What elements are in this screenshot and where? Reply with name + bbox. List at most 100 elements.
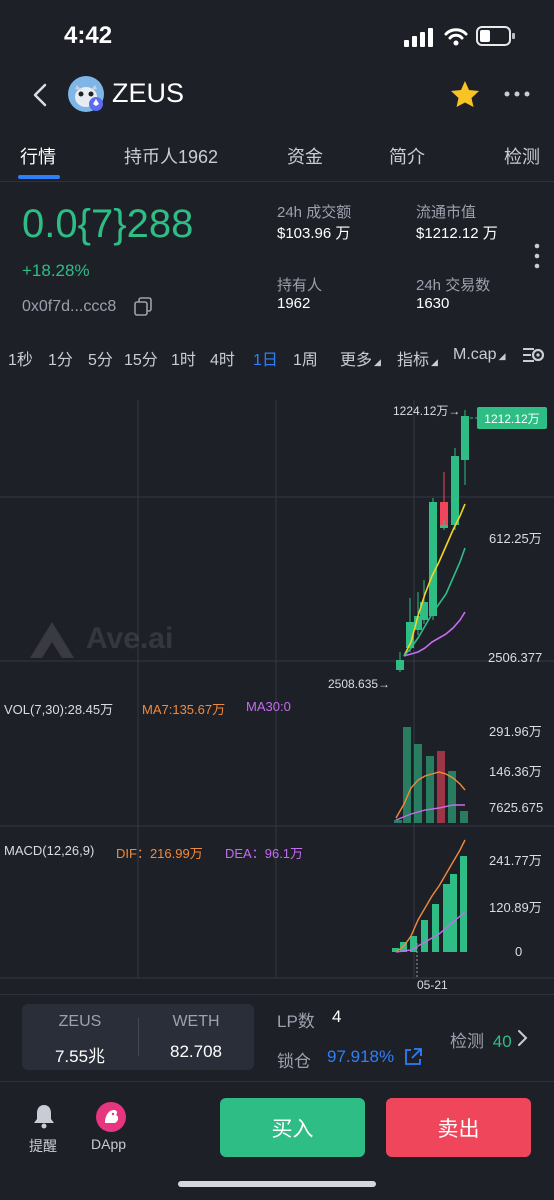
volume-bar — [394, 820, 402, 823]
indicators-dropdown[interactable]: 指标 ◢ — [397, 346, 438, 370]
candle-body — [420, 602, 428, 620]
dapp-icon[interactable] — [95, 1101, 127, 1133]
dropdown-triangle-icon: ◢ — [498, 351, 506, 361]
dropdown-triangle-icon: ◢ — [374, 357, 381, 367]
candle-body — [461, 416, 469, 460]
status-time: 4:42 — [64, 22, 113, 49]
token-avatar — [68, 76, 104, 112]
macd-bar — [460, 856, 467, 952]
watermark-text: Ave.ai — [86, 622, 174, 655]
copy-icon[interactable] — [134, 297, 152, 317]
timeframe-5m[interactable]: 5分 — [88, 352, 113, 369]
favorite-star-icon[interactable] — [450, 80, 480, 108]
chevron-right-icon[interactable] — [517, 1029, 529, 1047]
sell-button[interactable]: 卖出 — [386, 1098, 531, 1157]
volume-24h-value: $103.96 万 — [277, 225, 351, 242]
price-axis-low: 2506.377 — [488, 650, 543, 665]
timeframe-1s[interactable]: 1秒 — [8, 352, 33, 369]
pool-divider — [138, 1018, 139, 1056]
chart-bottom-divider — [0, 994, 554, 995]
pool-token-a-amount: 7.55兆 — [54, 1047, 106, 1066]
mcap-dropdown[interactable]: M.cap ◢ — [453, 346, 506, 364]
timeframe-15m[interactable]: 15分 — [124, 352, 158, 369]
ma-line-purple — [403, 611, 466, 657]
buy-button[interactable]: 买入 — [220, 1098, 365, 1157]
dapp-label[interactable]: DApp — [91, 1136, 127, 1152]
timeframe-1m[interactable]: 1分 — [48, 352, 73, 369]
more-options-icon[interactable] — [504, 90, 530, 98]
volume-bar — [414, 744, 422, 823]
pool-token-b-amount: 82.708 — [170, 1042, 222, 1061]
active-tab-indicator — [18, 175, 60, 179]
tab-holders[interactable]: 持币人1962 — [124, 147, 219, 167]
volume-24h-label: 24h 成交额 — [277, 204, 352, 221]
volume-bar — [460, 811, 468, 823]
market-cap-value: $1212.12 万 — [416, 225, 498, 242]
volume-bar — [403, 727, 411, 823]
vol-ma7-label: MA7:135.67万 — [142, 702, 226, 717]
back-icon[interactable] — [30, 82, 50, 108]
volume-bar — [448, 771, 456, 823]
security-check-link[interactable]: 检测 40 — [450, 1027, 512, 1052]
candle-body — [440, 502, 448, 525]
price-change: +18.28% — [22, 261, 90, 280]
pool-token-b-label: WETH — [172, 1013, 220, 1030]
current-mcap-badge: 1212.12万 — [484, 412, 540, 426]
vol-axis-top: 291.96万 — [489, 724, 542, 739]
macd-axis-low: 0 — [515, 944, 523, 959]
mcap-label: M.cap — [453, 346, 497, 363]
macd-bar — [443, 884, 450, 952]
ma-line-green — [403, 547, 466, 657]
holders-value: 1962 — [277, 295, 311, 312]
macd-bar — [432, 904, 439, 952]
token-name: ZEUS — [112, 78, 185, 108]
price-axis-mid: 612.25万 — [489, 531, 542, 546]
check-label: 检测 — [450, 1032, 484, 1051]
alert-label[interactable]: 提醒 — [29, 1138, 57, 1154]
candle-body — [429, 502, 437, 616]
macd-dea-line — [395, 911, 466, 953]
macd-bar — [450, 874, 457, 952]
tab-market[interactable]: 行情 — [20, 147, 56, 167]
check-score: 40 — [492, 1032, 512, 1051]
chart-settings-icon[interactable] — [522, 345, 544, 365]
timeframe-1w[interactable]: 1周 — [293, 352, 318, 369]
timeframe-4h[interactable]: 4时 — [210, 352, 235, 369]
holders-label: 持有人 — [277, 277, 323, 294]
candle-body — [396, 660, 404, 670]
volume-bars-group — [394, 727, 468, 823]
indicators-label: 指标 — [397, 352, 430, 369]
high-price-marker: 1224.12万→ — [393, 404, 461, 418]
tab-funds[interactable]: 资金 — [287, 147, 323, 167]
vol-ma7-line — [395, 771, 466, 819]
more-timeframes-dropdown[interactable]: 更多 ◢ — [340, 346, 381, 370]
low-price-marker: 2508.635→ — [328, 677, 391, 691]
macd-axis-mid: 120.89万 — [489, 900, 542, 915]
macd-bar — [421, 920, 428, 952]
battery-icon — [476, 26, 515, 46]
lock-percentage[interactable]: 97.918% — [327, 1047, 395, 1066]
tab-intro[interactable]: 简介 — [389, 147, 425, 167]
contract-address: 0x0f7d...ccc8 — [22, 298, 117, 315]
candlestick-chart[interactable] — [0, 380, 554, 995]
home-indicator — [178, 1181, 376, 1187]
timeframe-1d[interactable]: 1日 — [253, 352, 278, 369]
macd-bar — [410, 936, 417, 952]
external-link-icon[interactable] — [403, 1047, 423, 1067]
bell-icon[interactable] — [32, 1103, 56, 1129]
macd-dif-label: DIF：216.99万 — [116, 846, 203, 861]
tx-24h-value: 1630 — [416, 295, 450, 312]
pool-reserves-box: ZEUS 7.55兆 WETH 82.708 — [22, 1004, 254, 1070]
macd-axis-top: 241.77万 — [489, 853, 542, 868]
ma-line-yellow — [403, 503, 466, 657]
macd-indicator-label: MACD(12,26,9) — [4, 843, 95, 858]
timeframe-1h[interactable]: 1时 — [171, 352, 196, 369]
stats-more-icon[interactable] — [533, 243, 541, 269]
tab-check[interactable]: 检测 — [504, 147, 540, 167]
date-axis-label: 05-21 — [417, 978, 448, 992]
macd-dea-label: DEA：96.1万 — [225, 846, 304, 861]
volume-bar — [437, 751, 445, 823]
bottom-bar-divider — [0, 1081, 554, 1082]
candle-body — [451, 456, 459, 525]
market-cap-label: 流通市值 — [416, 204, 477, 221]
